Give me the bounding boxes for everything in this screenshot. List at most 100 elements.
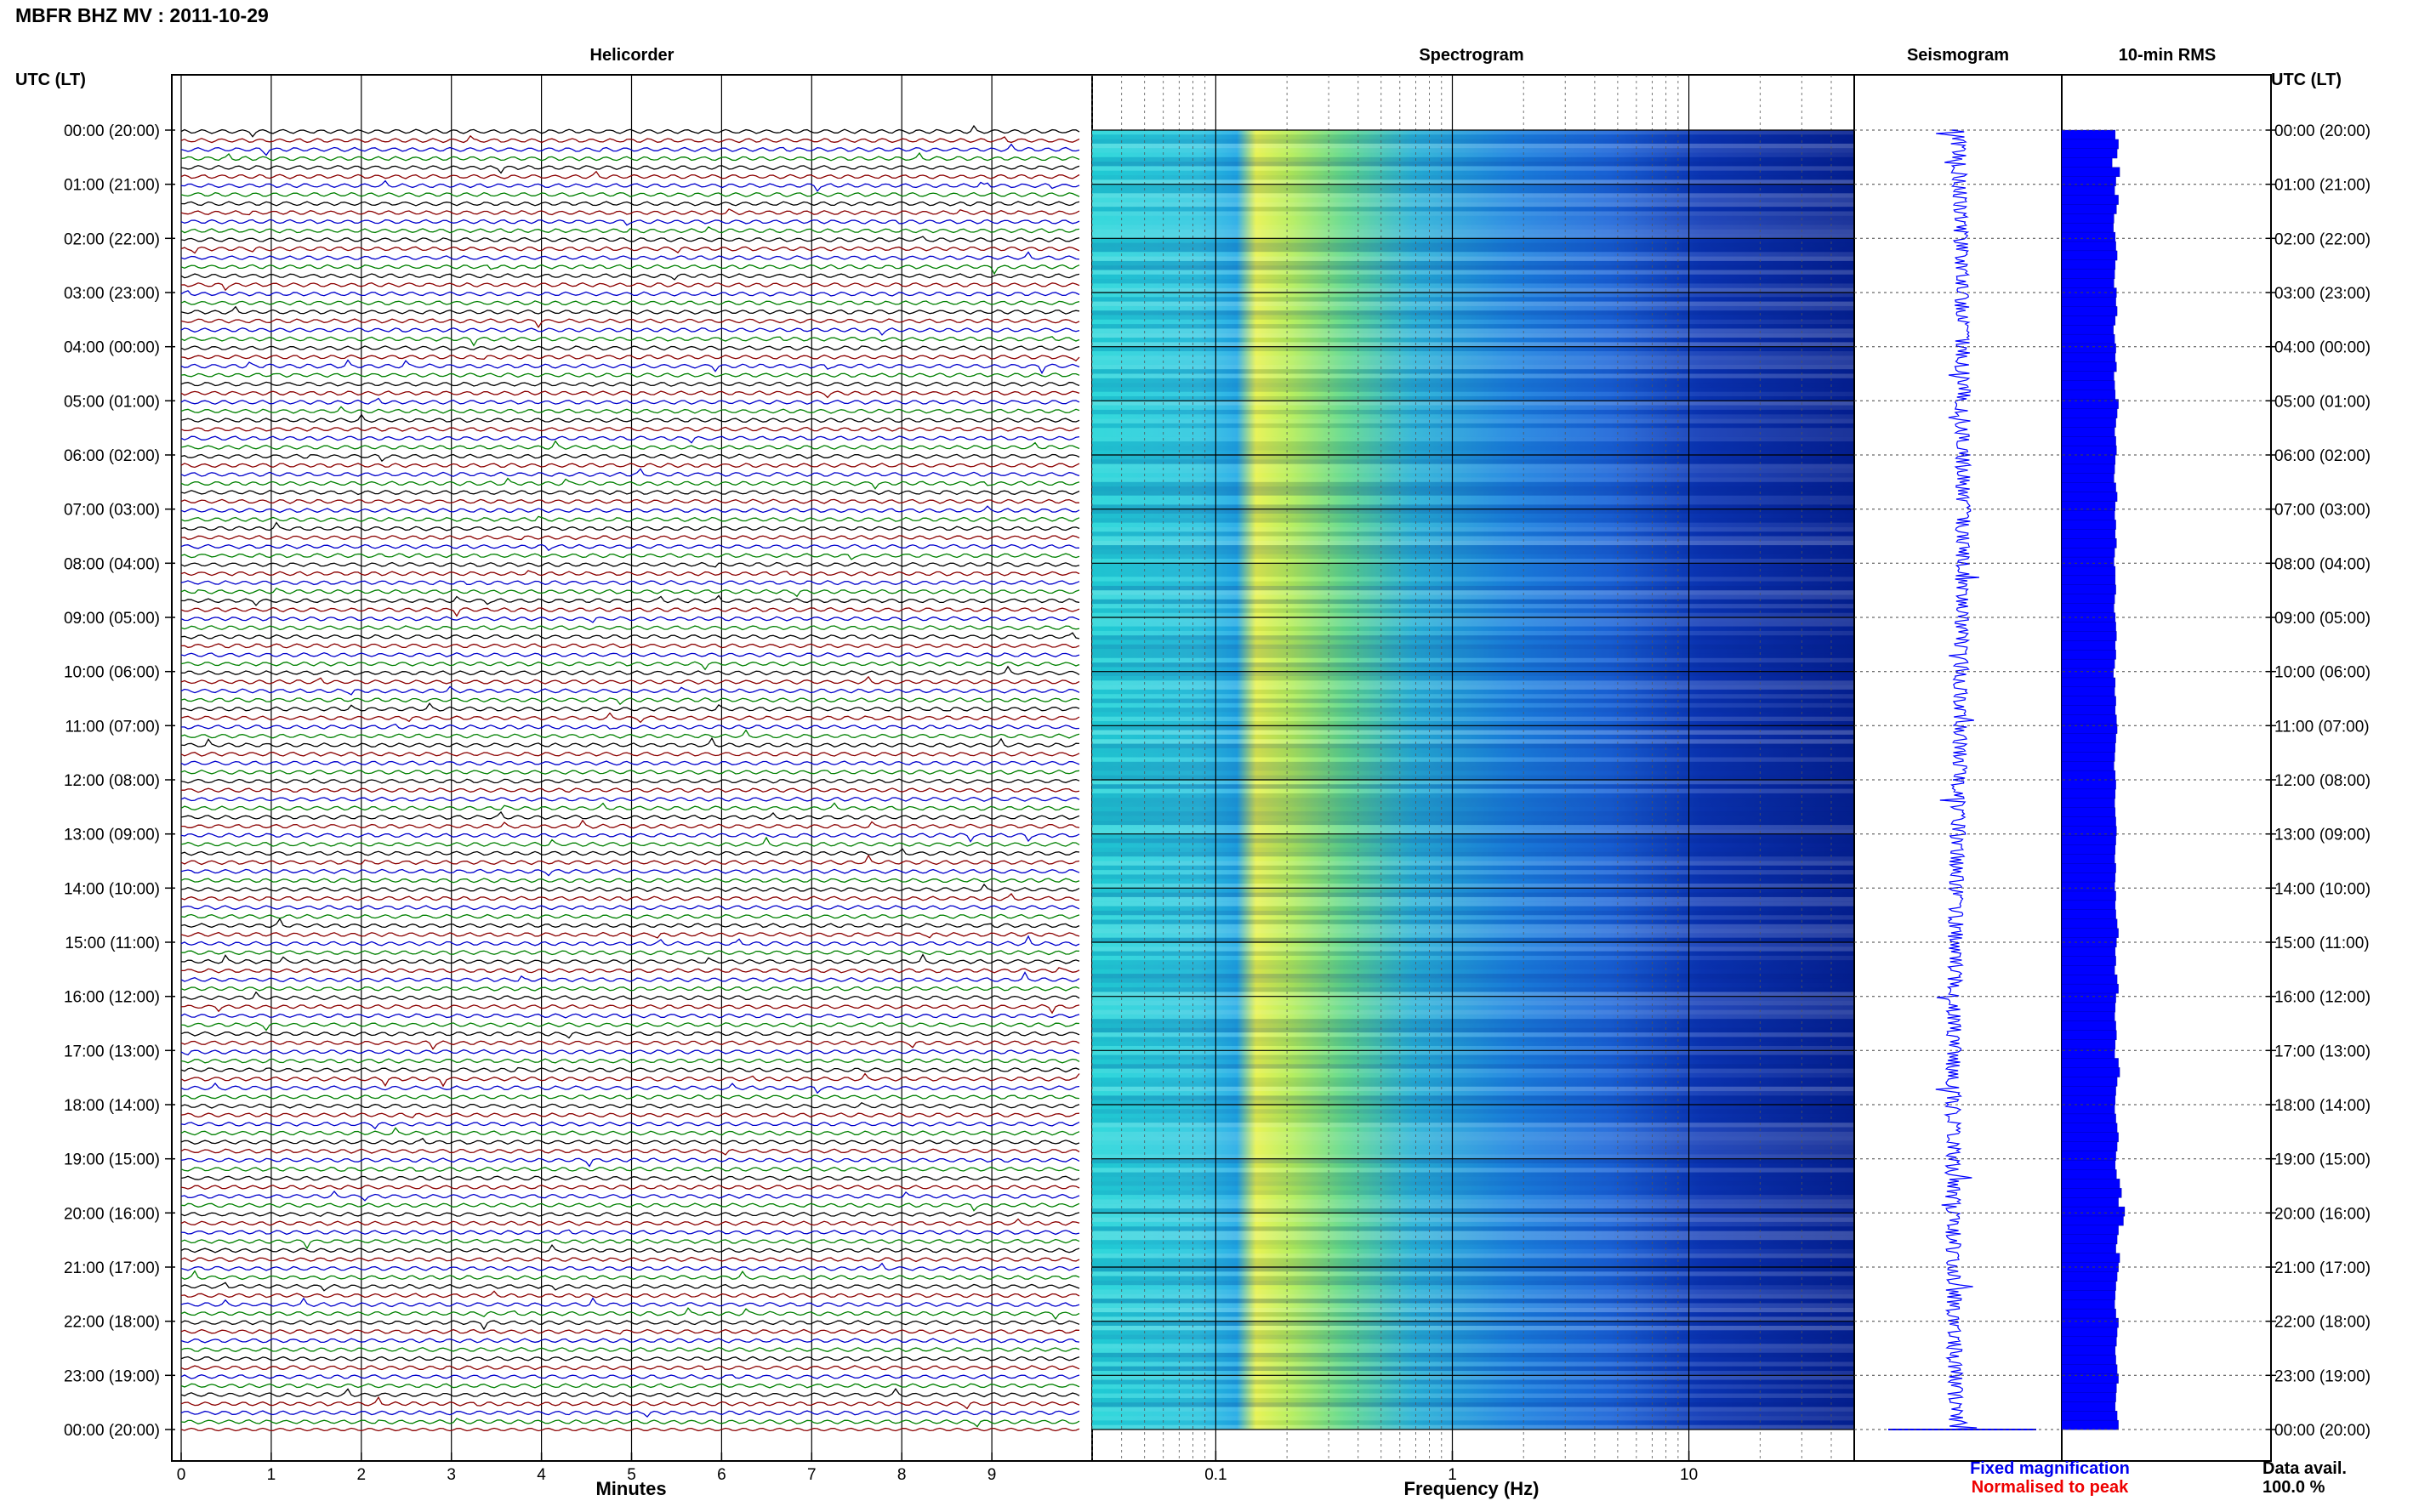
spectrogram-row — [1092, 459, 1854, 464]
helicorder-trace — [180, 1388, 1080, 1398]
helicorder-trace — [180, 1338, 1080, 1344]
spectrogram-row — [1092, 1032, 1854, 1037]
helicorder-trace — [180, 246, 1080, 254]
rms-bar — [2061, 975, 2118, 985]
spectrogram-row — [1092, 1258, 1854, 1263]
minute-tick-label: 4 — [537, 1466, 546, 1484]
helicorder-trace — [180, 1218, 1080, 1226]
time-label-left: 14:00 (10:00) — [64, 880, 160, 898]
rms-bar — [2061, 1030, 2117, 1041]
rms-bar — [2061, 696, 2116, 707]
spectrogram-row — [1092, 987, 1854, 992]
helicorder-trace — [180, 1066, 1080, 1073]
helicorder-trace — [180, 1347, 1080, 1353]
helicorder-trace — [180, 986, 1080, 992]
spectrogram-row — [1092, 229, 1854, 234]
spectrogram-row — [1092, 270, 1854, 275]
spectrogram-row — [1092, 265, 1854, 270]
helicorder-trace — [180, 1356, 1080, 1361]
spectrogram-row — [1092, 878, 1854, 884]
spectrogram-row — [1092, 590, 1854, 595]
spectrogram-row — [1092, 301, 1854, 306]
helicorder-trace — [180, 778, 1080, 784]
minute-tick-label: 7 — [807, 1466, 817, 1484]
spectrogram-row — [1092, 1397, 1854, 1403]
spectrogram-row — [1092, 870, 1854, 875]
spectrogram-row — [1092, 653, 1854, 658]
spectrogram-row — [1092, 423, 1854, 429]
spectrogram-row — [1092, 559, 1854, 564]
helicorder-trace — [180, 665, 1080, 676]
spectrogram-row — [1092, 297, 1854, 302]
spectrogram-row — [1092, 1127, 1854, 1132]
spectrogram-row — [1092, 1136, 1854, 1141]
time-label-left: 17:00 (13:00) — [64, 1043, 160, 1060]
spectrogram-row — [1092, 1248, 1854, 1254]
spectrogram-row — [1092, 260, 1854, 266]
seismogram-panel — [1853, 74, 2063, 1462]
station-title: MBFR BHZ MV : 2011-10-29 — [15, 4, 269, 26]
helicorder-trace — [180, 553, 1080, 560]
helicorder-trace — [180, 1166, 1080, 1172]
helicorder-trace — [180, 1270, 1080, 1281]
rms-bar — [2061, 269, 2115, 280]
helicorder-trace — [180, 729, 1080, 739]
spectrogram-row — [1092, 816, 1854, 821]
spectrogram-row — [1092, 293, 1854, 298]
rms-title: 10-min RMS — [2119, 46, 2216, 65]
spectrogram-row — [1092, 1357, 1854, 1362]
spectrogram-row — [1092, 1375, 1854, 1380]
spectrogram-row — [1092, 1208, 1854, 1214]
seismogram-title: Seismogram — [1907, 46, 2009, 65]
spectrogram-row — [1092, 1105, 1854, 1110]
helicorder-trace — [180, 498, 1079, 504]
helicorder-trace — [180, 477, 1080, 490]
spectrogram-row — [1092, 225, 1854, 230]
spectrogram-row — [1092, 766, 1854, 771]
spectrogram-row — [1092, 734, 1854, 740]
spectrogram-row — [1092, 1226, 1854, 1231]
helicorder-trace — [180, 1185, 1080, 1191]
time-label-left: 00:00 (20:00) — [64, 1422, 160, 1440]
spectrogram-row — [1092, 1158, 1854, 1163]
spectrogram-row — [1092, 1244, 1854, 1249]
rms-bar — [2061, 1160, 2116, 1170]
spectrogram-row — [1092, 170, 1854, 176]
time-label-right: 09:00 (05:00) — [2274, 610, 2371, 628]
rms-bar — [2061, 983, 2119, 994]
helicorder-trace — [180, 616, 1080, 623]
rms-bar — [2061, 306, 2118, 316]
spectrogram-row — [1092, 1371, 1854, 1376]
rms-bar — [2061, 333, 2115, 344]
spectrogram-row — [1092, 1168, 1854, 1173]
spectrogram-row — [1092, 310, 1854, 315]
spectrogram-row — [1092, 780, 1854, 785]
rms-bar — [2061, 1002, 2116, 1013]
spectrogram-row — [1092, 1321, 1854, 1326]
time-label-right: 12:00 (08:00) — [2274, 772, 2371, 790]
time-label-right: 08:00 (04:00) — [2274, 555, 2371, 573]
rms-bar — [2061, 213, 2114, 224]
spectrogram-row — [1092, 1199, 1854, 1204]
time-label-right: 07:00 (03:00) — [2274, 502, 2371, 520]
spectrogram-row — [1092, 1330, 1854, 1335]
rms-bar — [2061, 705, 2116, 716]
time-label-right: 00:00 (20:00) — [2274, 1422, 2371, 1440]
helicorder-trace — [181, 967, 1080, 974]
time-label-left: 21:00 (17:00) — [64, 1259, 160, 1277]
spectrogram-row — [1092, 1402, 1854, 1407]
spectrogram-row — [1092, 463, 1854, 469]
spectrogram-row — [1092, 1176, 1854, 1182]
helicorder-trace — [180, 751, 1080, 757]
spectrogram-row — [1092, 1154, 1854, 1159]
spectrogram-row — [1092, 612, 1854, 617]
time-label-right: 11:00 (07:00) — [2274, 718, 2370, 736]
spectrogram-row — [1092, 689, 1854, 695]
rms-bar — [2061, 1011, 2115, 1022]
rms-bar — [2061, 510, 2115, 520]
helicorder-trace — [180, 225, 1080, 234]
spectrogram-row — [1092, 522, 1854, 527]
spectrogram-row — [1092, 1123, 1854, 1128]
helicorder-trace — [180, 179, 1080, 192]
